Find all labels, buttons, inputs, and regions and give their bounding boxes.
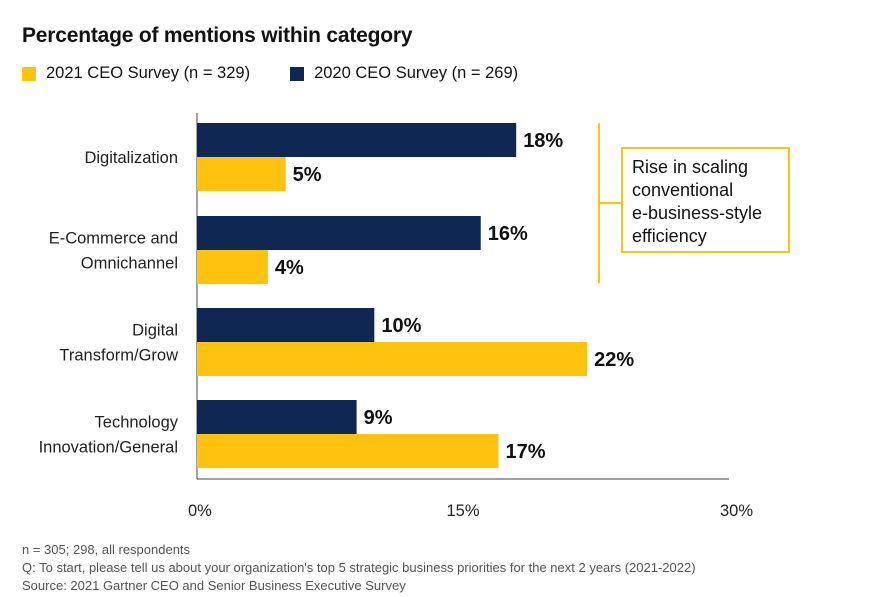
footnote-sample: n = 305; 298, all respondents bbox=[22, 542, 191, 557]
footnote-question: Q: To start, please tell us about your o… bbox=[22, 560, 696, 575]
bar-2020-0 bbox=[197, 123, 517, 157]
bar-2020-2 bbox=[197, 308, 375, 342]
legend-label-2020: 2020 CEO Survey (n = 269) bbox=[314, 64, 519, 82]
data-label-2021-0: 5% bbox=[293, 164, 322, 186]
bar-2021-0 bbox=[197, 157, 286, 191]
bar-2021-1 bbox=[197, 250, 268, 284]
footnotes: n = 305; 298, all respondents Q: To star… bbox=[22, 541, 696, 595]
legend-label-2021: 2021 CEO Survey (n = 329) bbox=[46, 64, 251, 82]
data-label-2020-2: 10% bbox=[381, 315, 421, 337]
bar-2021-3 bbox=[197, 434, 499, 468]
footnote-source: Source: 2021 Gartner CEO and Senior Busi… bbox=[22, 578, 406, 593]
category-label-0-0: Digitalization bbox=[84, 149, 178, 167]
data-label-2020-1: 16% bbox=[488, 223, 528, 245]
category-label-3-1: Innovation/General bbox=[39, 439, 178, 457]
legend: 2021 CEO Survey (n = 329) 2020 CEO Surve… bbox=[22, 64, 558, 83]
legend-swatch-2020 bbox=[290, 66, 305, 81]
legend-item-2021: 2021 CEO Survey (n = 329) bbox=[22, 64, 250, 83]
bar-2021-2 bbox=[197, 342, 588, 376]
category-label-2-1: Transform/Grow bbox=[59, 347, 178, 365]
chart-title: Percentage of mentions within category bbox=[22, 24, 413, 47]
bar-2020-3 bbox=[197, 400, 357, 434]
category-label-1-0: E-Commerce and bbox=[49, 230, 178, 248]
category-label-1-1: Omnichannel bbox=[81, 255, 178, 273]
data-label-2020-3: 9% bbox=[364, 407, 393, 429]
category-label-2-0: Digital bbox=[132, 322, 178, 340]
data-label-2021-1: 4% bbox=[275, 257, 304, 279]
x-tick-label: 30% bbox=[720, 502, 753, 520]
category-label-3-0: Technology bbox=[95, 414, 179, 432]
data-label-2020-0: 18% bbox=[523, 130, 563, 152]
annotation-text-line-0: Rise in scaling bbox=[632, 157, 748, 177]
annotation-text-line-3: efficiency bbox=[632, 226, 707, 246]
annotation-text-line-2: e-business-style bbox=[632, 203, 762, 223]
bar-2020-1 bbox=[197, 216, 481, 250]
x-tick-label: 15% bbox=[446, 502, 479, 520]
data-label-2021-3: 17% bbox=[505, 441, 545, 463]
legend-item-2020: 2020 CEO Survey (n = 269) bbox=[290, 64, 518, 83]
annotation-box bbox=[621, 147, 790, 253]
data-label-2021-2: 22% bbox=[594, 349, 634, 371]
legend-swatch-2021 bbox=[22, 66, 36, 81]
annotation-text-line-1: conventional bbox=[632, 180, 733, 200]
x-tick-label: 0% bbox=[188, 502, 212, 520]
